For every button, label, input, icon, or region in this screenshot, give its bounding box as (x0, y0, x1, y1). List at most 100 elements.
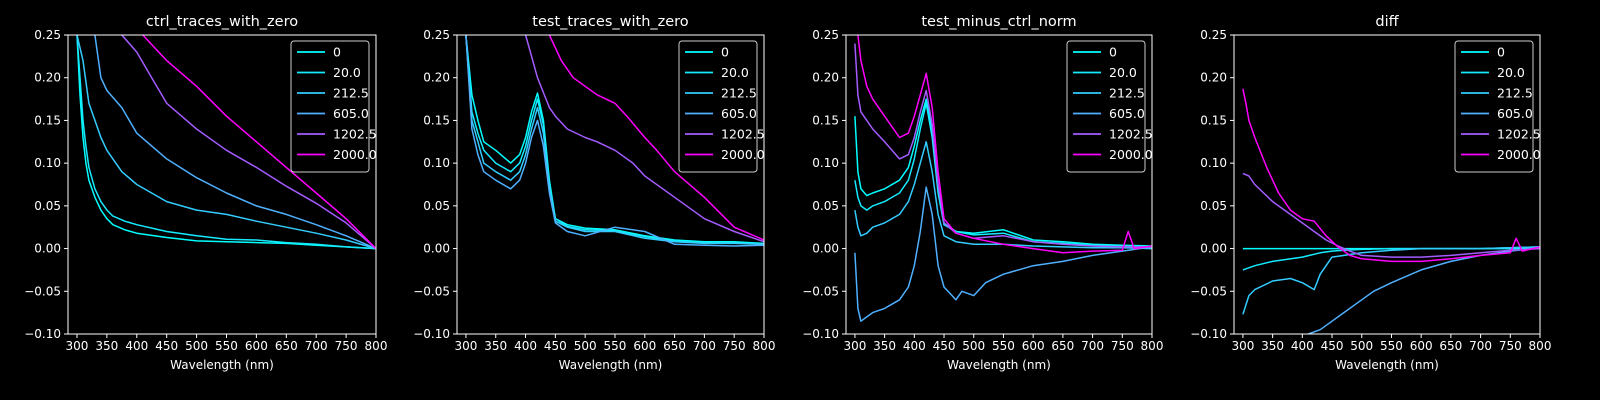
legend-label: 0 (1497, 45, 1505, 60)
chart-title: test_minus_ctrl_norm (921, 14, 1076, 30)
x-tick-label: 700 (1081, 339, 1104, 353)
x-tick-label: 300 (843, 339, 866, 353)
series-line-3 (94, 35, 376, 250)
legend-label: 605.0 (721, 106, 757, 121)
legend-label: 0 (333, 45, 341, 60)
axes-frame (845, 34, 1153, 335)
legend-label: 2000.0 (1497, 147, 1541, 162)
x-tick-label: 600 (245, 339, 268, 353)
x-tick-label: 450 (933, 339, 956, 353)
x-tick-label: 600 (1410, 339, 1433, 353)
x-axis-label: Wavelength (nm) (947, 358, 1051, 372)
x-tick-label: 300 (454, 339, 477, 353)
series-line-0 (854, 98, 1152, 247)
x-tick-label: 750 (723, 339, 746, 353)
series-line-4 (524, 35, 764, 243)
legend: 0 20.0 212.5 605.0 1202.5 2000.0 (1066, 40, 1153, 173)
y-tick-label: 0.25 (423, 28, 450, 42)
legend-label: 0 (1109, 45, 1117, 60)
series-line-3 (854, 186, 1152, 322)
chart-panel-3: 300 350 400 450 500 550 600 650 700 750 800 −0.10 −0… (802, 14, 1163, 372)
series-line-3 (465, 35, 764, 247)
series-line-5 (142, 35, 376, 250)
x-tick-label: 450 (544, 339, 567, 353)
y-tick-label: 0.25 (1200, 28, 1227, 42)
axes-frame (1233, 34, 1541, 335)
x-tick-label: 400 (903, 339, 926, 353)
legend-label: 2000.0 (1109, 147, 1153, 162)
legend: 0 20.0 212.5 605.0 1202.5 2000.0 (1454, 40, 1541, 173)
legend-label: 20.0 (1109, 65, 1137, 80)
legend-box (1066, 40, 1146, 173)
y-tick-label: −0.10 (1190, 327, 1227, 341)
legend-label: 212.5 (721, 86, 757, 101)
x-tick-label: 500 (574, 339, 597, 353)
series-line-4 (121, 35, 376, 250)
series-group (76, 35, 376, 250)
x-tick-label: 700 (1469, 339, 1492, 353)
series-line-5 (857, 35, 1152, 254)
y-tick-label: −0.05 (413, 284, 450, 298)
y-tick-label: 0.20 (1200, 71, 1227, 85)
chart-panel-4: 300 350 400 450 500 550 600 650 700 750 800 −0.10 −0… (1190, 14, 1551, 372)
legend-label: 1202.5 (721, 127, 765, 142)
x-tick-label: 650 (1051, 339, 1074, 353)
series-group (854, 35, 1152, 322)
y-tick-label: 0.20 (423, 71, 450, 85)
x-tick-label: 800 (365, 339, 388, 353)
y-tick-label: 0.10 (1200, 156, 1227, 170)
x-tick-label: 600 (633, 339, 656, 353)
x-tick-label: 750 (1111, 339, 1134, 353)
x-tick-label: 650 (663, 339, 686, 353)
x-tick-label: 400 (514, 339, 537, 353)
x-tick-label: 650 (1439, 339, 1462, 353)
legend-label: 20.0 (1497, 65, 1525, 80)
x-axis-label: Wavelength (nm) (170, 358, 274, 372)
series-group (465, 35, 764, 247)
x-tick-label: 400 (1291, 339, 1314, 353)
axes-frame (67, 34, 377, 335)
legend-label: 20.0 (333, 65, 361, 80)
y-tick-label: 0.10 (812, 156, 839, 170)
legend-box (290, 40, 370, 173)
series-line-1 (76, 35, 376, 250)
x-tick-label: 750 (1499, 339, 1522, 353)
y-tick-label: 0.00 (34, 242, 61, 256)
x-tick-label: 750 (335, 339, 358, 353)
x-tick-label: 350 (95, 339, 118, 353)
x-axis-label: Wavelength (nm) (559, 358, 663, 372)
chart-panel-2: 300 350 400 450 500 550 600 650 700 750 800 −0.10 −0… (413, 14, 775, 372)
x-tick-label: 800 (753, 339, 776, 353)
x-tick-label: 550 (992, 339, 1015, 353)
x-tick-label: 400 (125, 339, 148, 353)
series-line-0 (76, 35, 376, 250)
y-tick-label: 0.10 (423, 156, 450, 170)
legend-label: 2000.0 (333, 147, 377, 162)
legend-label: 605.0 (1109, 106, 1145, 121)
y-tick-label: −0.10 (802, 327, 839, 341)
y-tick-label: 0.00 (812, 242, 839, 256)
legend-label: 1202.5 (1497, 127, 1541, 142)
legend-box (678, 40, 758, 173)
y-tick-label: −0.05 (1190, 284, 1227, 298)
x-tick-label: 500 (185, 339, 208, 353)
legend-label: 212.5 (333, 86, 369, 101)
y-tick-label: 0.25 (812, 28, 839, 42)
chart-panel-1: 300 350 400 450 500 550 600 650 700 750 800 −0.10 −0… (24, 14, 387, 372)
y-tick-label: −0.10 (24, 327, 61, 341)
x-tick-label: 550 (604, 339, 627, 353)
x-tick-label: 450 (155, 339, 178, 353)
y-tick-label: 0.10 (34, 156, 61, 170)
y-tick-label: 0.20 (812, 71, 839, 85)
x-tick-label: 300 (66, 339, 89, 353)
y-tick-label: 0.05 (34, 199, 61, 213)
y-tick-label: 0.05 (1200, 199, 1227, 213)
y-tick-label: 0.05 (423, 199, 450, 213)
legend-label: 212.5 (1109, 86, 1145, 101)
series-line-0 (465, 35, 764, 245)
y-tick-label: −0.05 (802, 284, 839, 298)
axes-frame (456, 34, 765, 335)
x-tick-label: 700 (305, 339, 328, 353)
y-tick-label: −0.05 (24, 284, 61, 298)
